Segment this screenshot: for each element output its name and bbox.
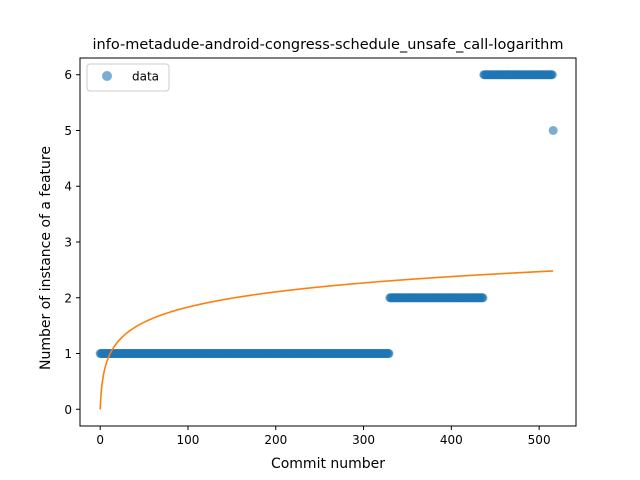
x-tick-label: 500: [528, 433, 551, 447]
y-tick-label: 4: [64, 180, 72, 194]
data-point: [478, 293, 488, 303]
y-tick-label: 5: [64, 124, 72, 138]
y-tick-label: 0: [64, 403, 72, 417]
x-axis-label: Commit number: [271, 456, 385, 472]
x-tick-label: 300: [352, 433, 375, 447]
legend-box: [86, 63, 170, 92]
data-point: [384, 349, 394, 359]
data-point: [547, 70, 557, 80]
legend-marker-data: [102, 71, 112, 81]
legend: data: [86, 63, 170, 92]
y-axis-label: Number of instance of a feature: [38, 146, 54, 370]
y-tick-label: 3: [64, 236, 72, 250]
data-point: [548, 125, 558, 135]
chart-title: info-metadude-android-congress-schedule_…: [93, 37, 564, 53]
legend-label-data: data: [132, 70, 159, 84]
y-tick-label: 1: [64, 347, 72, 361]
y-tick-label: 2: [64, 291, 72, 305]
x-tick-label: 200: [264, 433, 287, 447]
plot-area: 0 100 200 300 400 500 0 1 2 3 4 5 6: [64, 57, 577, 447]
y-tick-label: 6: [64, 68, 72, 82]
x-tick-label: 100: [177, 433, 200, 447]
fit-line: [99, 270, 554, 410]
x-tick-label: 400: [440, 433, 463, 447]
x-tick-label: 0: [96, 433, 104, 447]
